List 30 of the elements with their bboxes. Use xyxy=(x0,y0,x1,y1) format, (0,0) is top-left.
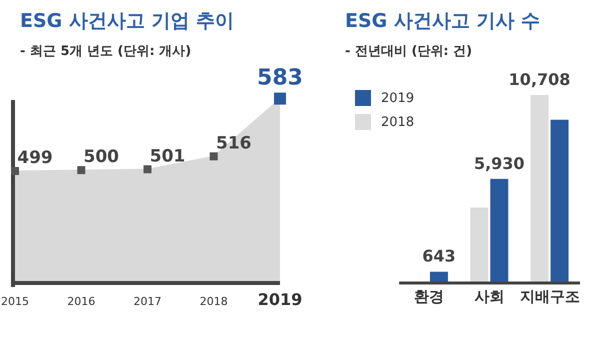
bar xyxy=(550,120,569,283)
x-tick-label: 2015 xyxy=(1,295,29,308)
data-label: 501 xyxy=(150,146,186,166)
chart-title: ESG 사건사고 기업 추이 xyxy=(20,9,236,34)
data-label: 499 xyxy=(17,148,53,168)
point xyxy=(11,166,19,175)
data-label: 5,930 xyxy=(474,154,525,173)
chart-title: ESG 사건사고 기사 수 xyxy=(345,9,542,34)
x-tick-label: 사회 xyxy=(474,288,505,306)
bar xyxy=(530,95,549,283)
legend-label: 2019 xyxy=(380,90,414,106)
data-label: 516 xyxy=(216,133,252,154)
chart-subtitle: - 전년대비 (단위: 건) xyxy=(345,43,474,60)
legend-label: 2018 xyxy=(380,114,414,130)
bar xyxy=(490,178,508,283)
point xyxy=(144,165,152,174)
chart-subtitle: - 최근 5개 년도 (단위: 개사) xyxy=(20,43,192,60)
x-tick-label: 지배구조 xyxy=(520,288,580,306)
data-label: 500 xyxy=(84,147,120,168)
point xyxy=(210,152,218,160)
x-tick-label: 환경 xyxy=(414,288,444,306)
x-tick-label: 2016 xyxy=(67,295,96,308)
bar xyxy=(470,208,488,283)
data-label: 643 xyxy=(422,246,456,266)
x-tick-label: 2019 xyxy=(258,290,302,309)
data-label: 10,708 xyxy=(508,70,570,89)
data-label: 583 xyxy=(257,66,303,91)
x-tick-label: 2018 xyxy=(200,295,228,308)
point xyxy=(77,166,86,174)
x-tick-label: 2017 xyxy=(134,295,162,308)
